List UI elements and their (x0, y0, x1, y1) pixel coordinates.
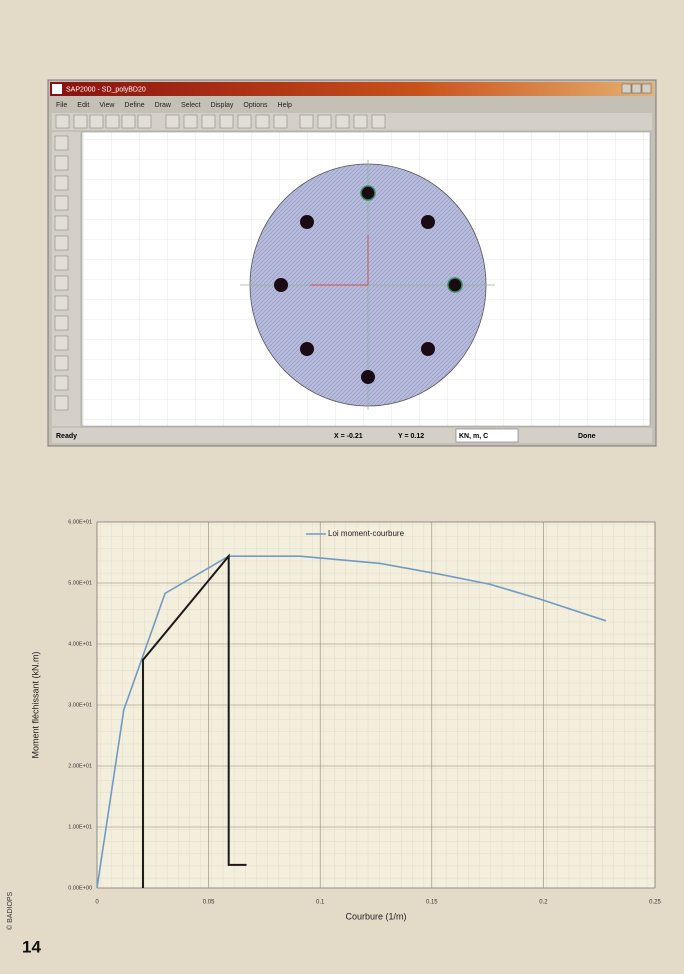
tool-button[interactable] (74, 115, 87, 128)
window-title: SAP2000 - SD_polyBD20 (66, 86, 146, 93)
tool-button[interactable] (256, 115, 269, 128)
x-tick-label: 0.2 (539, 900, 548, 906)
menu-item[interactable]: File (56, 102, 67, 109)
tool-button[interactable] (318, 115, 331, 128)
tool-button[interactable] (238, 115, 251, 128)
x-tick-label: 0.15 (426, 900, 438, 906)
rebar (421, 342, 435, 356)
tool-button[interactable] (106, 115, 119, 128)
menu-item[interactable]: Select (181, 102, 201, 109)
tool-button[interactable] (166, 115, 179, 128)
y-tick-label: 5.00E+01 (68, 580, 92, 586)
tool-button[interactable] (202, 115, 215, 128)
x-tick-label: 0.1 (316, 900, 325, 906)
tool-button[interactable] (55, 216, 68, 230)
tool-button[interactable] (354, 115, 367, 128)
y-tick-label: 6.00E+01 (68, 519, 92, 525)
x-axis-label: Courbure (1/m) (345, 911, 406, 921)
menu-item[interactable]: Help (278, 102, 293, 109)
app-icon (52, 84, 62, 94)
menu-item[interactable]: View (99, 102, 115, 109)
y-tick-label: 2.00E+01 (68, 763, 92, 769)
tool-button[interactable] (55, 316, 68, 330)
chart: 0.00E+00 1.00E+01 2.00E+01 3.00E+01 4.00E+01… (30, 519, 661, 921)
tool-button[interactable] (138, 115, 151, 128)
tool-button[interactable] (372, 115, 385, 128)
tool-button[interactable] (336, 115, 349, 128)
rebar (448, 278, 462, 292)
menu-item[interactable]: Edit (77, 102, 89, 109)
y-axis-label: Moment fléchissant (kN.m) (30, 651, 40, 758)
tool-button[interactable] (220, 115, 233, 128)
tool-button[interactable] (55, 276, 68, 290)
y-tick-label: 0.00E+00 (68, 885, 92, 891)
tool-button[interactable] (55, 376, 68, 390)
tool-button[interactable] (90, 115, 103, 128)
tool-button[interactable] (184, 115, 197, 128)
status-text: Ready (56, 433, 77, 440)
x-tick-label: 0.25 (649, 900, 661, 906)
page: { "screenshot": { "window_title": "SAP20… (0, 0, 684, 969)
rebar (300, 342, 314, 356)
x-tick-label: 0 (95, 900, 99, 906)
tool-button[interactable] (55, 256, 68, 270)
status-y: Y = 0.12 (398, 433, 424, 440)
max-button[interactable] (632, 84, 641, 93)
rebar (274, 278, 288, 292)
menu-item[interactable]: Display (210, 102, 233, 109)
tool-button[interactable] (55, 336, 68, 350)
y-tick-label: 3.00E+01 (68, 702, 92, 708)
units-text: KN, m, C (459, 433, 488, 440)
tool-button[interactable] (56, 115, 69, 128)
status-done: Done (578, 433, 596, 440)
min-button[interactable] (622, 84, 631, 93)
y-tick-label: 4.00E+01 (68, 641, 92, 647)
close-button[interactable] (642, 84, 651, 93)
tool-button[interactable] (55, 136, 68, 150)
menu-item[interactable]: Draw (155, 102, 172, 109)
rebar (361, 370, 375, 384)
tool-button[interactable] (55, 196, 68, 210)
x-tick-label: 0.05 (203, 900, 215, 906)
y-tick-label: 1.00E+01 (68, 824, 92, 830)
tool-button[interactable] (55, 356, 68, 370)
tool-button[interactable] (55, 176, 68, 190)
tool-button[interactable] (55, 156, 68, 170)
status-x: X = -0.21 (334, 433, 363, 440)
menu-item[interactable]: Options (243, 102, 268, 109)
tool-button[interactable] (274, 115, 287, 128)
rebar (361, 186, 375, 200)
menu-item[interactable]: Define (124, 102, 144, 109)
page-number: 14 (22, 937, 41, 956)
rebar (421, 215, 435, 229)
credit: © BADIOPS (6, 891, 14, 930)
tool-button[interactable] (55, 396, 68, 410)
tool-button[interactable] (55, 236, 68, 250)
rebar (300, 215, 314, 229)
tool-button[interactable] (300, 115, 313, 128)
tool-button[interactable] (122, 115, 135, 128)
page-canvas: SAP2000 - SD_polyBD20 File Edit View Define… (0, 0, 684, 969)
app-window: SAP2000 - SD_polyBD20 File Edit View Define… (48, 80, 656, 446)
legend-label: Loi moment-courbure (328, 529, 405, 538)
tool-button[interactable] (55, 296, 68, 310)
